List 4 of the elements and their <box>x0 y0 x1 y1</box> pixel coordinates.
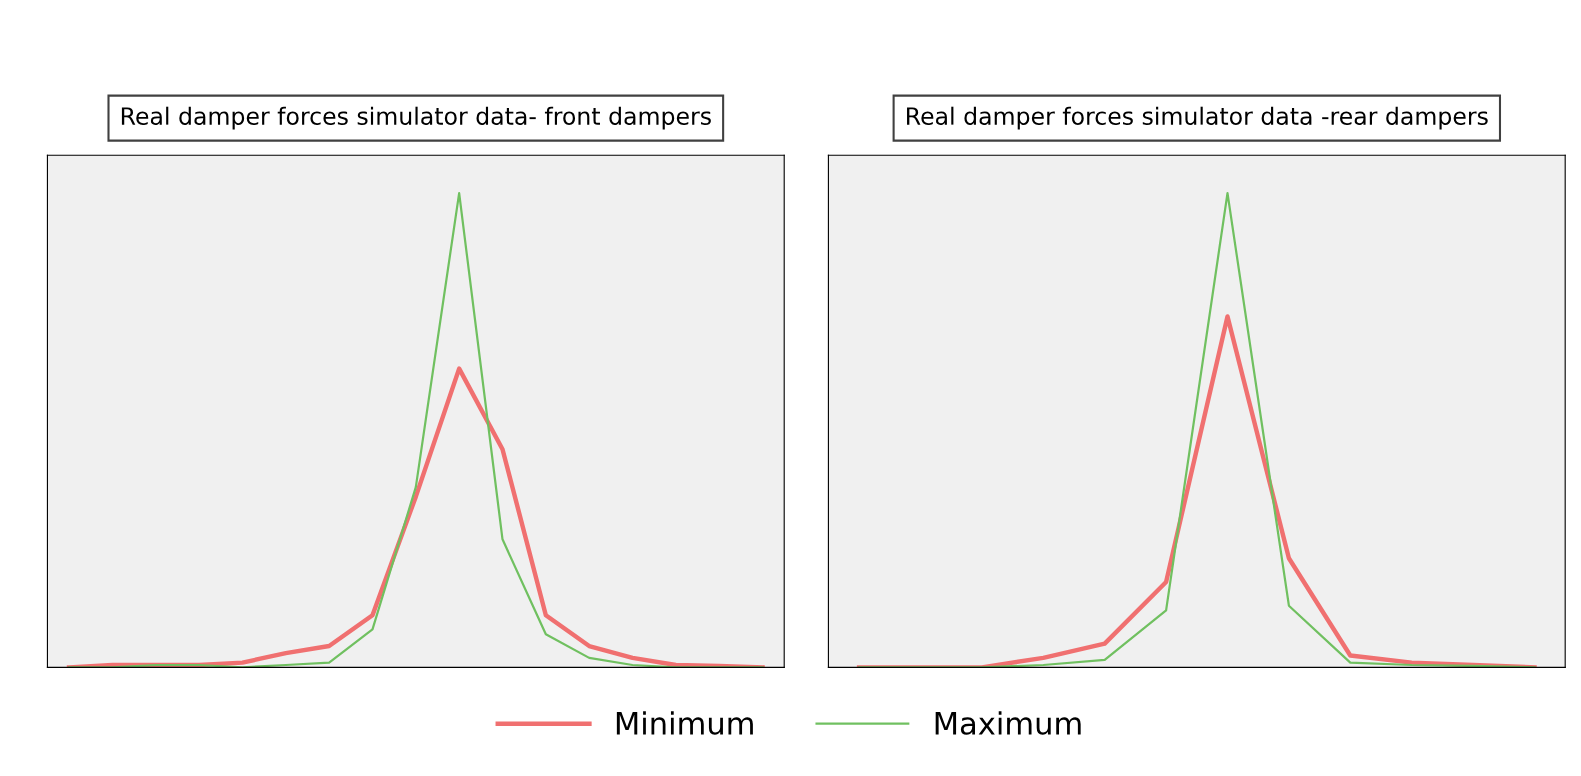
legend-label: Minimum <box>616 711 753 735</box>
legend-label: Maximum <box>935 711 1081 735</box>
chart-title: Real damper forces simulator data -rear dampers <box>907 106 1488 130</box>
chart-title: Real damper forces simulator data- front dampers <box>121 106 711 130</box>
